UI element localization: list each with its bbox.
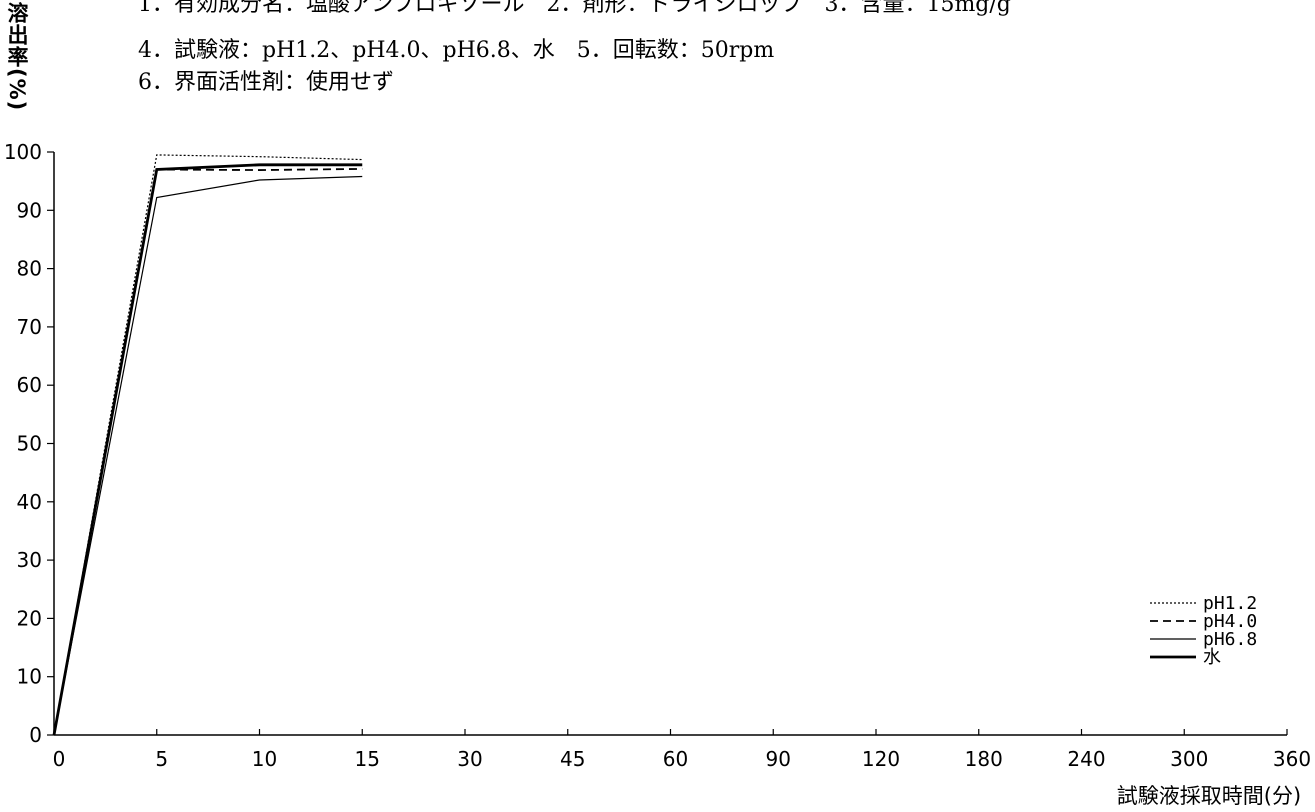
y-tick-label: 10: [17, 665, 42, 689]
y-tick-label: 100: [4, 140, 42, 164]
x-tick-label: 360: [1273, 747, 1311, 771]
y-tick-label: 50: [17, 432, 42, 456]
x-tick-label: 300: [1170, 747, 1208, 771]
axes: [53, 152, 1287, 736]
series-lines: [52, 154, 363, 736]
note-line-1: 1．有効成分名：塩酸アンブロキソール 2．剤形：ドライシロップ 3．含量：15m…: [138, 0, 1011, 17]
legend-label: pH1.2: [1203, 593, 1257, 614]
x-tick-label: 240: [1067, 747, 1105, 771]
x-tick-label: 30: [457, 747, 482, 771]
x-tick-label: 180: [965, 747, 1003, 771]
y-tick-label: 30: [17, 548, 42, 572]
y-tick-label: 90: [17, 198, 42, 222]
y-tick-label: 60: [17, 373, 42, 397]
x-tick-label: 120: [862, 747, 900, 771]
y-tick-label: 20: [17, 606, 42, 630]
series-line-pH1.2: [53, 154, 363, 736]
x-ticks: 0 5 10 15 30 45 60 90 120 180 240 300 360: [53, 729, 1311, 771]
x-tick-label: 10: [252, 747, 277, 771]
note-line-3: 6．界面活性剤：使用せず: [138, 70, 394, 95]
y-tick-label: 0: [29, 723, 42, 747]
y-ticks: 0 10 20 30 40 50 60 70 80 90 100: [4, 140, 54, 747]
y-tick-label: 80: [17, 257, 42, 281]
x-tick-label: 90: [766, 747, 791, 771]
y-tick-label: 70: [17, 315, 42, 339]
legend-label: pH6.8: [1203, 629, 1257, 650]
x-tick-label: 15: [355, 747, 380, 771]
legend-label: pH4.0: [1203, 611, 1257, 632]
x-tick-label: 0: [53, 747, 66, 771]
x-tick-label: 5: [155, 747, 168, 771]
series-line-水: [52, 163, 363, 736]
legend-label: 水: [1203, 647, 1221, 668]
y-axis-title: 溶出率(%): [5, 2, 29, 112]
note-line-2: 4．試験液：pH1.2、pH4.0、pH6.8、水 5．回転数：50rpm: [138, 38, 775, 63]
x-tick-label: 60: [663, 747, 688, 771]
series-line-pH6.8: [53, 175, 363, 736]
x-axis-title: 試験液採取時間(分): [1117, 784, 1301, 808]
series-line-pH4.0: [53, 168, 363, 736]
x-tick-label: 45: [560, 747, 585, 771]
y-tick-label: 40: [17, 490, 42, 514]
